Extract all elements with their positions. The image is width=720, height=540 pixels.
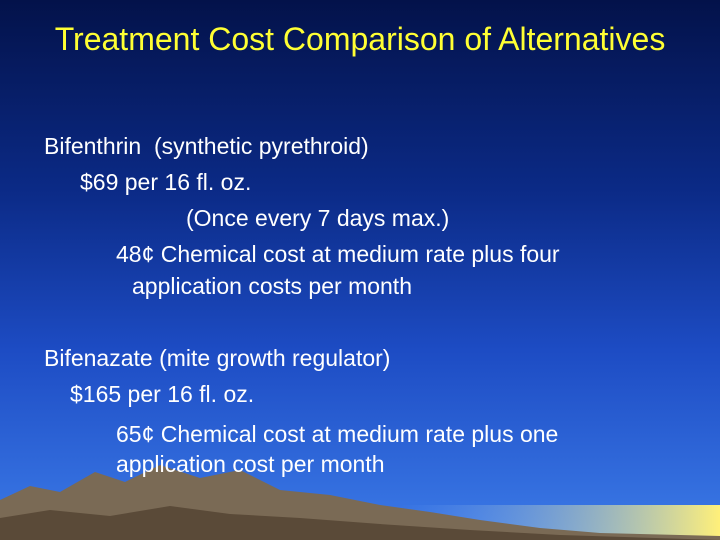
item-name: Bifenthrin (synthetic pyrethroid) (44, 133, 369, 159)
item-price: $165 per 16 fl. oz. (70, 381, 255, 407)
title: Treatment Cost Comparison of Alternative… (54, 21, 666, 57)
item-price: $69 per 16 fl. oz. (80, 169, 252, 195)
item-cost: application cost per month (116, 451, 385, 477)
item-name: Bifenazate (mite growth regulator) (44, 345, 391, 371)
item-cost: 65¢ Chemical cost at medium rate plus on… (116, 421, 559, 447)
item-note: (Once every 7 days max.) (186, 205, 450, 231)
item-cost: 48¢ Chemical cost at medium rate plus fo… (116, 241, 560, 267)
mountains (0, 465, 720, 540)
item-cost: application costs per month (132, 273, 412, 299)
